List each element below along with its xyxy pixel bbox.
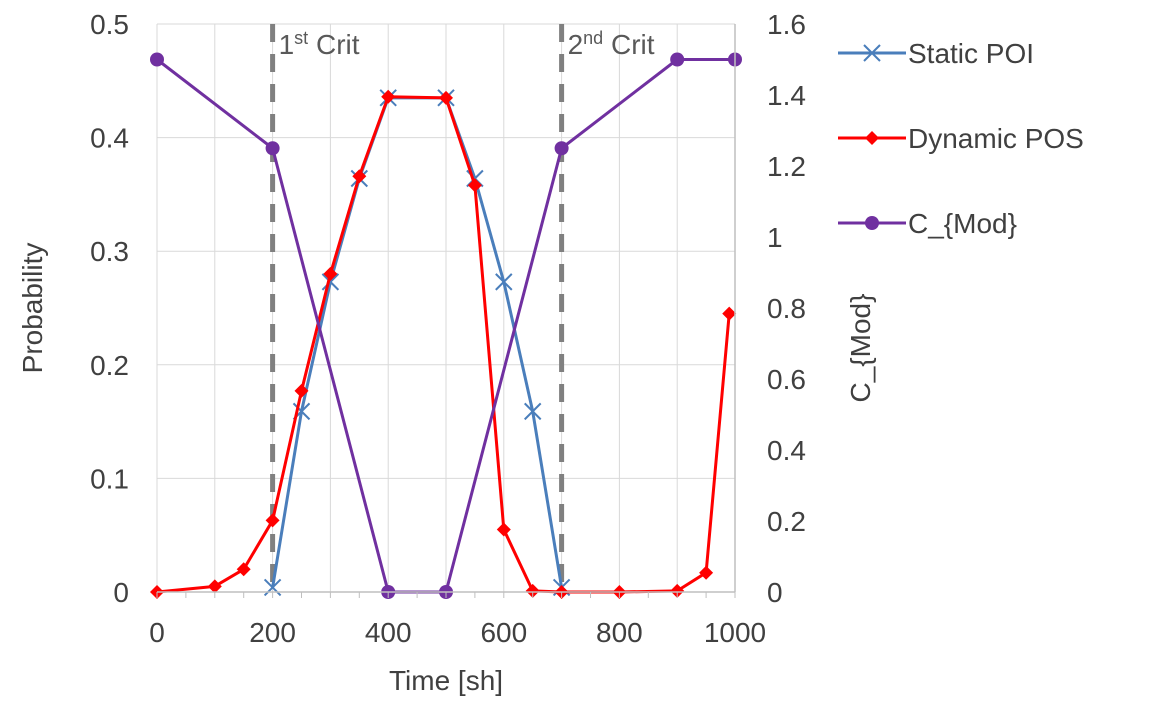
point-marker <box>236 562 251 577</box>
point-marker <box>265 513 280 528</box>
point-marker <box>323 266 338 281</box>
point-marker <box>525 583 540 598</box>
x-tick-label: 200 <box>249 617 296 648</box>
y-tick-label: 0 <box>113 577 129 608</box>
x-axis-title: Time [sh] <box>389 665 503 696</box>
legend-entry: Dynamic POS <box>838 123 1084 154</box>
point-marker <box>554 141 569 156</box>
critical-lines: 1st Crit 2nd Crit <box>270 24 655 592</box>
y2-tick-label: 1.4 <box>767 80 806 111</box>
legend-label: Static POI <box>908 38 1034 69</box>
y-tick-label: 0.2 <box>90 350 129 381</box>
series-group <box>150 89 737 599</box>
y-tick-label: 0.1 <box>90 463 129 494</box>
legend-entry: C_{Mod} <box>838 208 1017 239</box>
y-tick-label: 0.4 <box>90 123 129 154</box>
y2-tick-label: 1.2 <box>767 151 806 182</box>
y2-tick-label: 0.4 <box>767 435 806 466</box>
y2-tick-label: 0.6 <box>767 364 806 395</box>
series-group <box>263 89 571 597</box>
x-tick-label: 600 <box>480 617 527 648</box>
point-marker <box>865 216 879 230</box>
y2-axis-title: C_{Mod} <box>845 294 876 403</box>
point-marker <box>699 565 714 580</box>
legend: Static POI Dynamic POS C_{Mod} <box>838 38 1084 239</box>
point-marker <box>523 402 542 421</box>
series-line <box>271 96 564 588</box>
point-marker <box>670 52 685 67</box>
y2-tick-label: 0.8 <box>767 293 806 324</box>
legend-label: Dynamic POS <box>908 123 1084 154</box>
y-tick-label: 0.5 <box>90 9 129 40</box>
point-marker <box>207 579 222 594</box>
x-tick-label: 800 <box>596 617 643 648</box>
point-marker <box>265 141 280 156</box>
y-tick-label: 0.3 <box>90 236 129 267</box>
y-axis-title: Probability <box>17 243 48 374</box>
point-marker <box>670 583 685 598</box>
point-marker <box>495 273 513 291</box>
y2-tick-label: 1 <box>767 222 783 253</box>
critical-line-label: 2nd Crit <box>568 28 655 60</box>
point-marker <box>467 178 482 193</box>
point-marker <box>439 90 453 105</box>
x-tick-label: 0 <box>149 617 165 648</box>
x-tick-label: 400 <box>365 617 412 648</box>
y2-tick-label: 1.6 <box>767 9 806 40</box>
y2-tick-label: 0.2 <box>767 506 806 537</box>
legend-entry: Static POI <box>838 38 1034 69</box>
point-marker <box>263 578 282 597</box>
series-line <box>156 95 731 594</box>
axes: 0 200 400 600 800 100000.10.20.30.40.500.20.4… <box>90 9 806 648</box>
gridlines <box>156 23 736 593</box>
point-marker <box>722 306 737 321</box>
x-tick-label: 1000 <box>704 617 766 648</box>
point-marker <box>352 169 367 184</box>
y2-tick-label: 0 <box>767 577 783 608</box>
point-marker <box>863 44 881 62</box>
point-marker <box>496 522 511 537</box>
point-marker <box>321 273 340 291</box>
point-marker <box>294 383 309 398</box>
point-marker <box>865 131 879 145</box>
legend-label: C_{Mod} <box>908 208 1017 239</box>
point-marker <box>150 52 164 67</box>
critical-line-label: 1st Crit <box>279 28 360 60</box>
point-marker <box>381 89 396 104</box>
